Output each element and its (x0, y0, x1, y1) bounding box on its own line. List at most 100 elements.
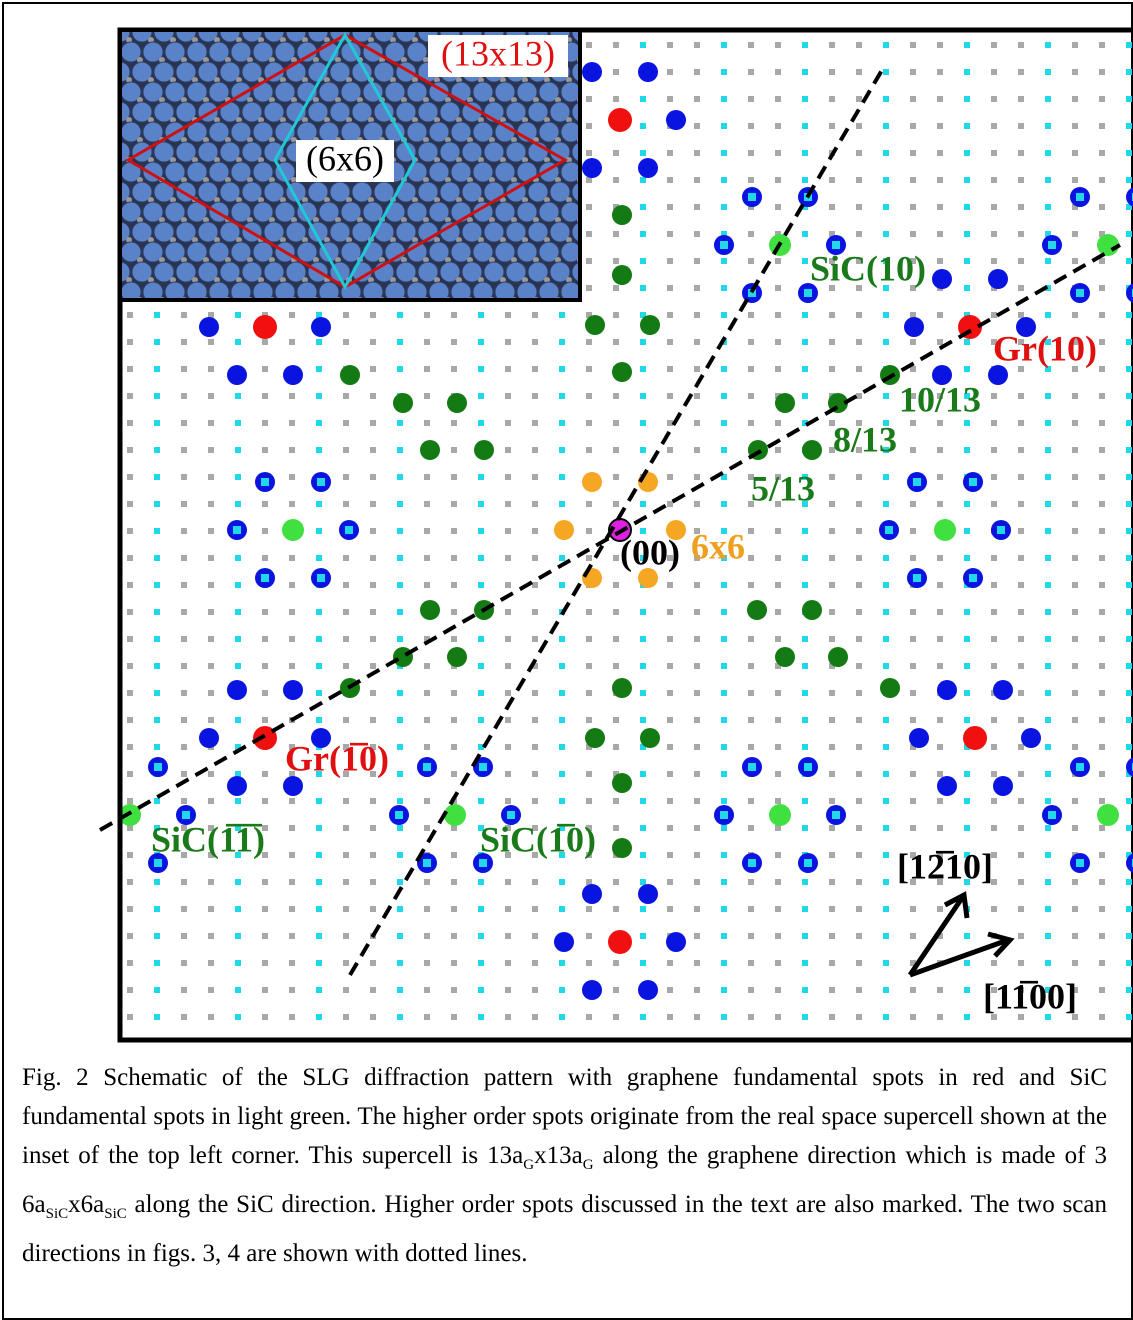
atom (296, 241, 318, 263)
higher-order-spot (612, 362, 632, 382)
grid-dot (181, 690, 187, 696)
grid-dot (829, 447, 835, 453)
grid-dot (721, 1014, 727, 1020)
direction-arrow (907, 896, 965, 977)
grid-dot (748, 150, 754, 156)
grid-dot (208, 528, 214, 534)
grid-dot (397, 528, 403, 534)
grid-dot (1045, 879, 1051, 885)
higher-order-spot (828, 647, 848, 667)
grid-dot (964, 825, 970, 831)
grid-dot (181, 663, 187, 669)
grid-dot (856, 798, 862, 804)
grid-dot (802, 501, 808, 507)
grid-dot (640, 123, 646, 129)
graphene-satellite (937, 776, 957, 796)
atom (406, 121, 428, 143)
grid-dot (586, 258, 592, 264)
grid-dot (1072, 690, 1078, 696)
atom-small (137, 97, 143, 103)
grid-dot (883, 771, 889, 777)
spot-label: SiC(1̅0) (480, 819, 596, 859)
grid-dot (856, 123, 862, 129)
atom-small (412, 117, 418, 123)
grid-dot (532, 447, 538, 453)
grid-dot (856, 528, 862, 534)
spot-center (1048, 241, 1056, 249)
caption-subscript: SiC (45, 1206, 69, 1222)
grid-dot (883, 960, 889, 966)
spot-center (261, 574, 269, 582)
arrow-head (987, 931, 1015, 958)
grid-dot (127, 1014, 133, 1020)
grid-dot (208, 663, 214, 669)
grid-dot (532, 825, 538, 831)
grid-dot (1072, 177, 1078, 183)
atom-small (478, 117, 484, 123)
grid-dot (748, 825, 754, 831)
grid-dot (370, 528, 376, 534)
grid-dot (640, 609, 646, 615)
grid-dot (910, 96, 916, 102)
grid-dot (532, 528, 538, 534)
caption-subscript: G (582, 1157, 594, 1173)
atom-small (533, 257, 539, 263)
graphene-spot (608, 108, 632, 132)
grid-dot (910, 609, 916, 615)
grid-dot (748, 663, 754, 669)
grid-dot (262, 825, 268, 831)
atom (472, 121, 494, 143)
grid-dot (802, 690, 808, 696)
atom-small (137, 57, 143, 63)
grid-dot (451, 690, 457, 696)
grid-dot (127, 987, 133, 993)
atom (186, 161, 208, 183)
grid-dot (640, 150, 646, 156)
grid-dot (235, 744, 241, 750)
grid-dot (694, 717, 700, 723)
grid-dot (856, 474, 862, 480)
atom (494, 201, 516, 223)
atom (307, 101, 329, 123)
atom (241, 61, 263, 83)
spot-center (345, 526, 353, 534)
grid-dot (208, 825, 214, 831)
grid-dot (667, 663, 673, 669)
atom (472, 81, 494, 103)
grid-dot (559, 798, 565, 804)
grid-dot (694, 879, 700, 885)
grid-dot (451, 339, 457, 345)
grid-dot (667, 474, 673, 480)
grid-dot (127, 312, 133, 318)
grid-dot (154, 1014, 160, 1020)
atom-small (401, 57, 407, 63)
atom (318, 81, 340, 103)
grid-dot (613, 636, 619, 642)
grid-dot (505, 636, 511, 642)
atom-small (522, 197, 528, 203)
spot-center (913, 478, 921, 486)
grid-dot (883, 798, 889, 804)
grid-dot (667, 798, 673, 804)
atom-small (599, 257, 605, 263)
atom-small (599, 137, 605, 143)
grid-dot (910, 501, 916, 507)
grid-dot (559, 879, 565, 885)
atom-small (412, 277, 418, 283)
grid-dot (748, 204, 754, 210)
grid-dot (1099, 690, 1105, 696)
atom-small (236, 37, 242, 43)
grid-dot (937, 582, 943, 588)
grid-dot (289, 420, 295, 426)
grid-dot (667, 555, 673, 561)
grid-dot (343, 474, 349, 480)
grid-dot (1045, 285, 1051, 291)
grid-dot (235, 555, 241, 561)
grid-dot (640, 528, 646, 534)
grid-dot (1072, 393, 1078, 399)
grid-dot (667, 501, 673, 507)
atom (142, 241, 164, 263)
atom-small (456, 157, 462, 163)
atom-small (291, 217, 297, 223)
grid-dot (964, 960, 970, 966)
